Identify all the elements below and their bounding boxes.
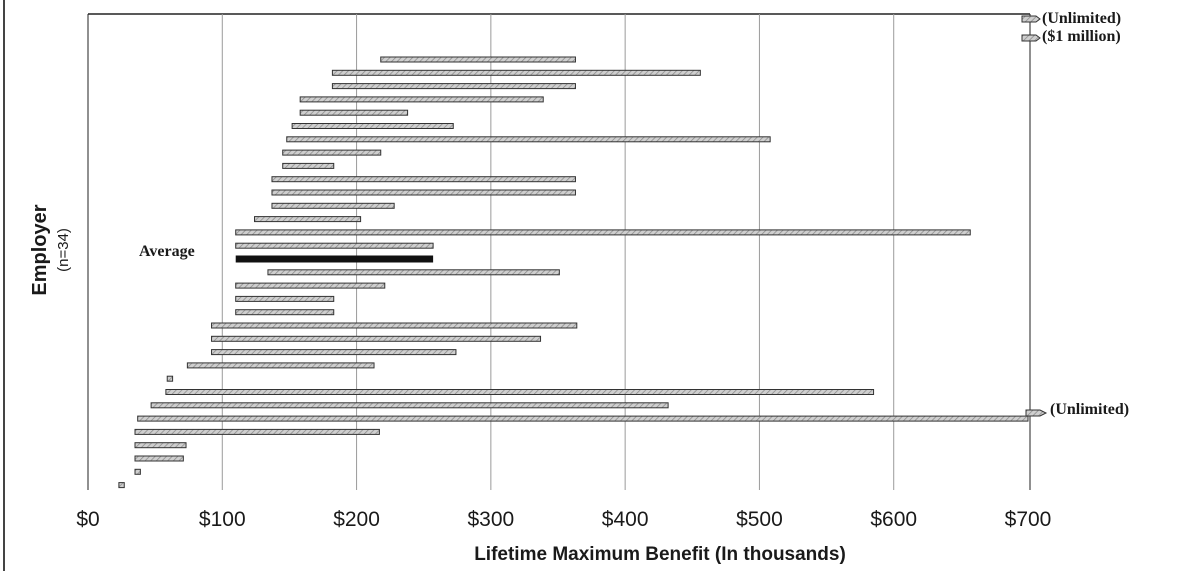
range-bar [291, 123, 454, 129]
bottom-unlimited-arrow [1025, 409, 1048, 417]
range-bar [282, 149, 382, 156]
y-axis-subtitle: (n=34) [55, 228, 72, 272]
x-axis-title: Lifetime Maximum Benefit (In thousands) [474, 544, 846, 565]
bottom-unlimited-label: (Unlimited) [1050, 401, 1129, 418]
range-bar [271, 202, 395, 209]
range-bar [211, 335, 542, 342]
x-tick-labels: $0 $100 $200 $300 $400 $500 $600 $700 [76, 508, 1051, 531]
range-bar [165, 389, 875, 395]
y-axis-title: Employer [29, 204, 51, 295]
range-bar [235, 309, 335, 316]
range-bar [282, 162, 335, 169]
bars [118, 56, 1029, 489]
range-bar [235, 242, 434, 249]
range-bar [134, 468, 141, 475]
range-bar [150, 402, 669, 409]
average-bar [235, 255, 434, 263]
grid [221, 14, 895, 490]
top-million-annotation: ($1 million) [1021, 28, 1121, 45]
top-million-arrow [1021, 34, 1041, 42]
x-tick-label: $700 [1005, 508, 1052, 531]
range-bar [299, 96, 544, 103]
x-tick-label: $0 [76, 508, 99, 531]
range-bar [134, 455, 184, 462]
top-unlimited-arrow [1021, 15, 1041, 23]
x-tick-label: $200 [333, 508, 380, 531]
top-unlimited-label: (Unlimited) [1042, 10, 1121, 27]
range-bar [134, 442, 187, 449]
x-tick-label: $400 [602, 508, 649, 531]
top-unlimited-annotation: (Unlimited) [1021, 10, 1121, 27]
range-bar [166, 375, 174, 382]
range-bar [134, 428, 380, 435]
top-million-label: ($1 million) [1042, 28, 1121, 45]
range-bar [331, 69, 701, 76]
range-bar [211, 349, 457, 356]
range-bar [299, 109, 409, 116]
x-tick-label: $500 [736, 508, 783, 531]
range-bar [267, 269, 560, 276]
range-bar [186, 362, 375, 369]
range-bar [118, 482, 125, 489]
range-bar [211, 322, 578, 329]
range-bar [137, 415, 1029, 422]
range-bar [235, 295, 335, 302]
range-bar [235, 282, 386, 289]
x-tick-label: $600 [870, 508, 917, 531]
range-bar [380, 56, 576, 63]
x-tick-label: $300 [467, 508, 514, 531]
range-bar [235, 229, 971, 236]
range-bar [286, 136, 771, 143]
average-label: Average [139, 243, 195, 260]
range-bar [271, 176, 576, 183]
range-bar [331, 83, 576, 90]
bottom-unlimited-annotation: (Unlimited) [1025, 401, 1129, 418]
range-bar [254, 216, 362, 223]
x-tick-label: $100 [199, 508, 246, 531]
range-bar [271, 189, 576, 196]
